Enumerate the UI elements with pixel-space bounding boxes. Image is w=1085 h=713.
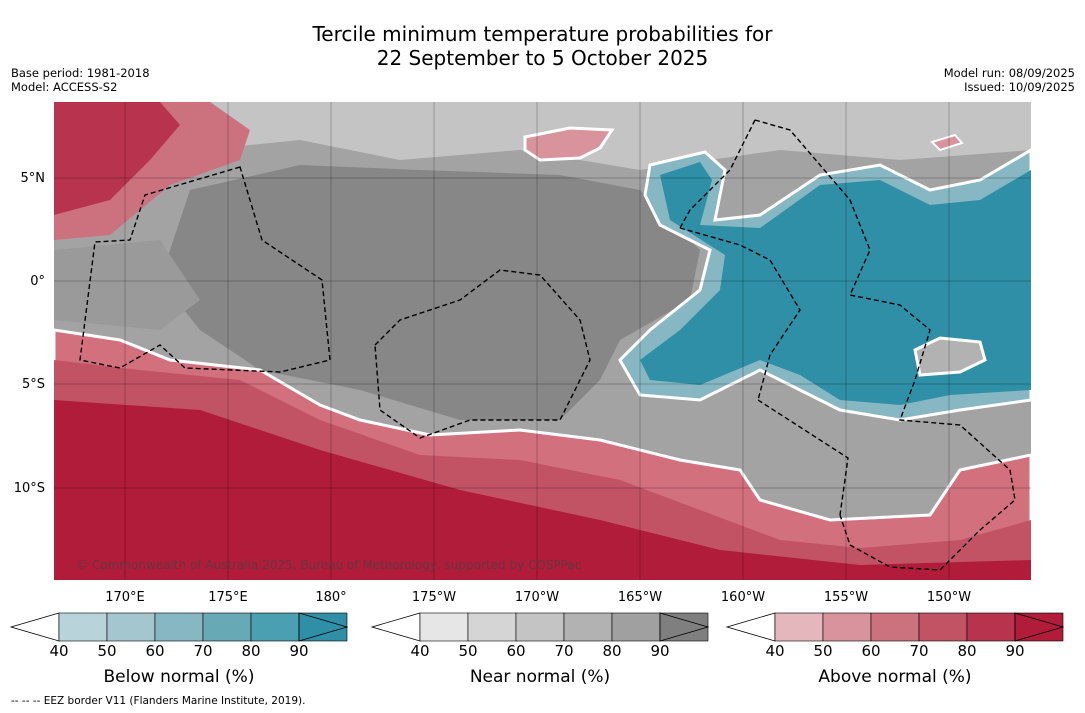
above-normal-south-inner [54, 400, 1031, 580]
lat-label-5n: 5°N [20, 171, 46, 186]
base-period: Base period: 1981-2018 [11, 66, 150, 80]
above-normal-nw-inner [54, 102, 180, 215]
colorbar-above-tick: 60 [861, 642, 881, 660]
colorbar-below-tick: 90 [289, 642, 309, 660]
colorbar-label-below: Below normal (%) [103, 667, 255, 687]
lon-label-165w: 165°W [617, 590, 663, 605]
colorbar-below-swatch [58, 612, 108, 642]
colorbar-near-left-extend [370, 612, 421, 642]
lon-label-175e: 175°E [208, 590, 248, 605]
title-line-1: Tercile minimum temperature probabilitie… [312, 22, 773, 46]
colorbar-above-tick: 80 [957, 642, 977, 660]
model-name: Model: ACCESS-S2 [11, 80, 118, 94]
colorbars [9, 612, 1065, 642]
eez-borders [79, 119, 1016, 571]
colorbar-above-left-extend [725, 612, 776, 642]
colorbar-above-swatch [822, 612, 872, 642]
lat-label-10s: 10°S [13, 481, 45, 496]
colorbar-label-above: Above normal (%) [818, 667, 972, 687]
colorbar-below-swatch [154, 612, 204, 642]
colorbar-above-swatch [918, 612, 968, 642]
colorbar-near-tick: 40 [410, 642, 430, 660]
colorbar-below-swatch [250, 612, 300, 642]
lon-label-170w: 170°W [514, 590, 560, 605]
meta-right: Model run: 08/09/2025 Issued: 10/09/2025 [944, 66, 1075, 94]
colorbar-label-near: Near normal (%) [469, 667, 611, 687]
issued-date: Issued: 10/09/2025 [964, 80, 1075, 94]
colorbar-near-tick: 70 [554, 642, 574, 660]
colorbar-below-tick: 50 [97, 642, 117, 660]
lon-label-180: 180° [315, 590, 347, 605]
above-normal-patch-north [523, 126, 615, 162]
lon-label-170e: 170°E [105, 590, 145, 605]
colorbar-below-swatch [202, 612, 252, 642]
colorbar-near-tick: 60 [506, 642, 526, 660]
colorbar-near-swatch [419, 612, 469, 642]
lon-label-160w: 160°W [720, 590, 766, 605]
colorbar-near-tick: 90 [650, 642, 670, 660]
model-run: Model run: 08/09/2025 [943, 66, 1075, 80]
colorbar-near-tick: 80 [602, 642, 622, 660]
lat-label-0: 0° [30, 274, 45, 289]
colorbar-below-right-extend [298, 612, 349, 642]
colorbar-above-tick: 40 [765, 642, 785, 660]
colorbar-above-tick: 70 [909, 642, 929, 660]
colorbar-near-swatch [563, 612, 613, 642]
copyright-notice: © Commonwealth of Australia 2025, Bureau… [76, 558, 582, 572]
title-line-2: 22 September to 5 October 2025 [376, 46, 709, 70]
colorbar-below-tick: 40 [49, 642, 69, 660]
colorbar-below-swatch [106, 612, 156, 642]
colorbar-near-swatch [467, 612, 517, 642]
colorbar-above-swatch [966, 612, 1016, 642]
colorbar-above-tick: 50 [813, 642, 833, 660]
eez-footnote: -- -- -- EEZ border V11 (Flanders Marine… [11, 695, 306, 707]
colorbar-above-right-extend [1014, 612, 1065, 642]
above-normal-patch-ne [930, 133, 964, 152]
colorbar-below-tick: 60 [145, 642, 165, 660]
lon-label-150w: 150°W [926, 590, 972, 605]
near-normal-west [54, 240, 200, 330]
lon-label-175w: 175°W [411, 590, 457, 605]
colorbar-near-tick: 50 [458, 642, 478, 660]
colorbar-above-tick: 90 [1005, 642, 1025, 660]
lat-label-5s: 5°S [21, 377, 45, 392]
map-field [54, 102, 1031, 580]
chart-title: Tercile minimum temperature probabilitie… [0, 22, 1085, 70]
near-normal-island-east [913, 336, 987, 377]
near-normal-core [160, 165, 700, 420]
colorbar-near-swatch [611, 612, 661, 642]
colorbar-below-tick: 80 [241, 642, 261, 660]
graticule [54, 102, 1031, 580]
meta-left: Base period: 1981-2018 Model: ACCESS-S2 [11, 66, 150, 94]
colorbar-near-right-extend [659, 612, 710, 642]
lon-label-155w: 155°W [823, 590, 869, 605]
colorbar-above-swatch [774, 612, 824, 642]
colorbar-near-swatch [515, 612, 565, 642]
colorbar-below-left-extend [9, 612, 60, 642]
colorbar-below-tick: 70 [193, 642, 213, 660]
colorbar-above-swatch [870, 612, 920, 642]
